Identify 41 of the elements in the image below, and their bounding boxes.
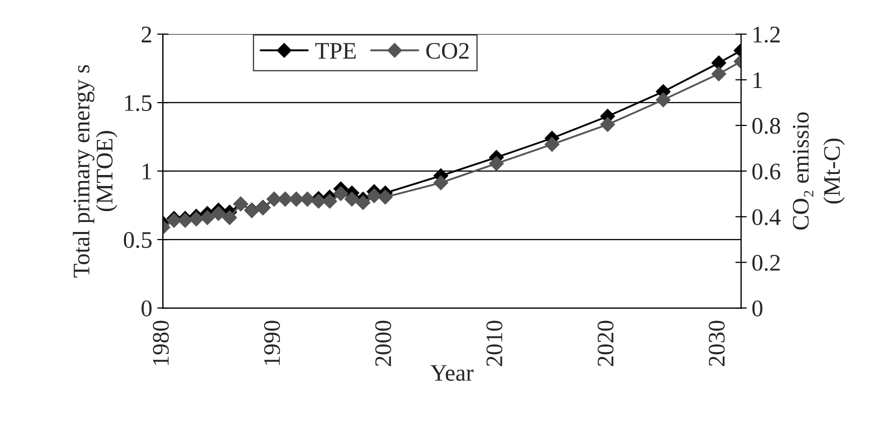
- y-tick-label: 1.5: [125, 95, 152, 112]
- point: [711, 55, 726, 70]
- y2-tick-label: 1: [754, 72, 762, 88]
- legend-label: TPE: [315, 43, 356, 59]
- y-tick-label: 0.5: [124, 232, 152, 248]
- y-tick-label: 2: [142, 26, 152, 42]
- y2-tick-label: 1.2: [754, 26, 780, 43]
- point: [711, 66, 726, 82]
- y2-tick-label: 0.4: [752, 209, 781, 226]
- point: [222, 210, 237, 226]
- point: [600, 117, 616, 132]
- y2-tick-label: 0: [752, 300, 762, 316]
- legend-label: CO2: [426, 42, 469, 59]
- point: [211, 206, 226, 221]
- point: [311, 194, 326, 209]
- point: [378, 190, 393, 204]
- point: [433, 175, 448, 190]
- x-tick-label: 2000: [375, 320, 392, 366]
- x-tick-label: 1990: [264, 320, 280, 365]
- x-tick-label: 2030: [708, 320, 725, 366]
- x-tick-label: 1980: [152, 320, 169, 365]
- point: [656, 92, 671, 108]
- point: [489, 156, 504, 171]
- point: [322, 194, 338, 209]
- x-axis-title: Year: [430, 365, 474, 381]
- x-tick-label: 2010: [486, 320, 502, 366]
- point: [200, 210, 215, 226]
- point: [366, 188, 382, 204]
- y2-tick-label: 0.8: [752, 118, 780, 134]
- point: [344, 192, 360, 207]
- y2-axis-title: CO₂ emissio (Mt-C): [792, 112, 845, 230]
- point: [333, 186, 348, 202]
- y-axis-title: Total primary energy s (MTOE): [72, 65, 118, 278]
- point: [188, 212, 204, 226]
- point: [544, 136, 560, 152]
- x-tick-label: 2020: [598, 320, 614, 366]
- y-tick-label: 0: [142, 300, 152, 316]
- y2-tick-label: 0.2: [752, 254, 780, 271]
- y2-tick-label: 0.6: [752, 164, 780, 180]
- point: [356, 195, 370, 210]
- y-tick-label: 1: [142, 164, 152, 180]
